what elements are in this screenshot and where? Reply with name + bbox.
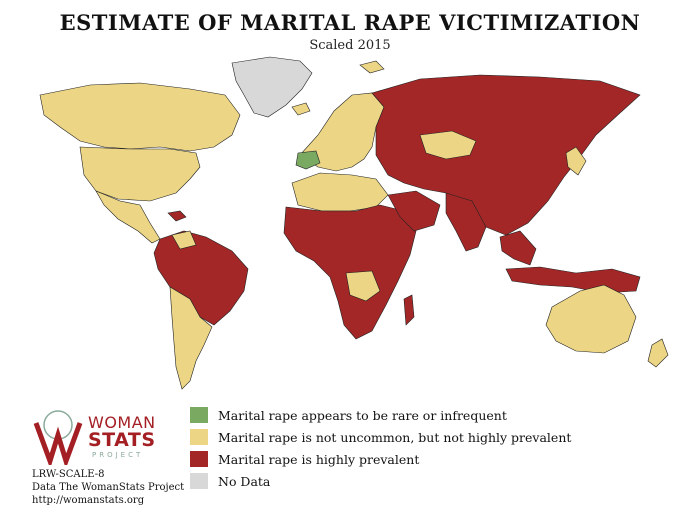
region-north-africa: [291, 172, 389, 212]
logo-word-stats: STATS: [88, 429, 156, 451]
region-south-america-north: [153, 230, 249, 326]
legend-swatch-highly-prevalent: [190, 451, 208, 467]
region-australia: [545, 284, 637, 354]
region-venezuela: [171, 230, 197, 250]
region-africa-south-central: [345, 270, 381, 302]
region-caribbean: [167, 210, 187, 222]
map-subtitle: Scaled 2015: [309, 38, 391, 53]
womanstats-logo: WOMAN STATS PROJECT: [30, 405, 180, 469]
region-south-asia: [445, 192, 487, 252]
region-madagascar: [403, 294, 415, 326]
scale-code: LRW-SCALE-8: [32, 469, 105, 480]
region-southeast-asia: [499, 230, 537, 266]
legend-swatch-rare: [190, 407, 208, 423]
world-map: [39, 56, 669, 390]
logo-word-project: PROJECT: [92, 451, 144, 459]
legend-item-no-data: No Data: [190, 471, 690, 491]
legend-item-not-uncommon: Marital rape is not uncommon, but not hi…: [190, 427, 690, 447]
legend-item-rare: Marital rape appears to be rare or infre…: [190, 405, 690, 425]
legend-label-highly-prevalent: Marital rape is highly prevalent: [218, 451, 420, 467]
region-arctic-islands: [359, 60, 385, 74]
data-source: Data The WomanStats Project: [32, 482, 185, 493]
legend-label-rare: Marital rape appears to be rare or infre…: [218, 407, 507, 423]
region-south-america-south: [169, 286, 213, 390]
legend-swatch-no-data: [190, 473, 208, 489]
region-new-zealand: [647, 338, 669, 368]
womanstats-emblem-icon: [33, 410, 83, 469]
credits: LRW-SCALE-8 Data The WomanStats Project …: [32, 468, 184, 507]
region-korea-japan: [565, 146, 587, 176]
region-united-states: [79, 146, 201, 202]
region-north-america-north: [39, 82, 241, 152]
region-spain: [295, 150, 321, 170]
map-title: ESTIMATE OF MARITAL RAPE VICTIMIZATION: [59, 10, 641, 35]
region-greenland: [231, 56, 313, 118]
region-russia-asia: [371, 74, 641, 236]
region-iceland: [291, 102, 311, 116]
region-arabian-peninsula: [387, 190, 441, 232]
region-sub-saharan-africa: [283, 204, 417, 340]
region-mexico: [95, 190, 161, 244]
source-url: http://womanstats.org: [32, 495, 145, 506]
region-central-asia: [419, 130, 477, 160]
region-indonesia: [505, 266, 641, 294]
legend-swatch-not-uncommon: [190, 429, 208, 445]
legend-label-no-data: No Data: [218, 473, 271, 489]
legend-item-highly-prevalent: Marital rape is highly prevalent: [190, 449, 690, 469]
map-legend: Marital rape appears to be rare or infre…: [190, 405, 690, 493]
legend-label-not-uncommon: Marital rape is not uncommon, but not hi…: [218, 429, 572, 445]
logo-word-woman: WOMAN: [88, 413, 156, 432]
